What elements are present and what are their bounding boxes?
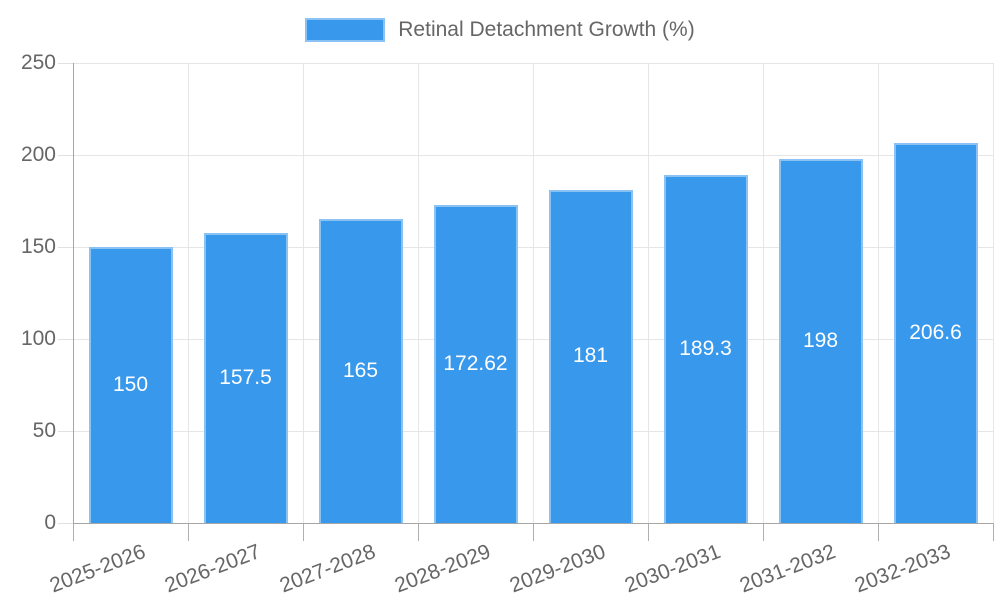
y-tick-label: 0 [44,511,56,534]
y-axis-tick [58,154,73,156]
x-axis-line [73,522,993,524]
y-axis-tick [58,522,73,524]
bar[interactable] [88,247,173,523]
y-axis-tick [58,246,73,248]
y-tick-label: 100 [20,327,56,350]
y-tick-label: 250 [20,51,56,74]
x-axis-tick [992,523,994,541]
grid-line-vertical [877,63,879,523]
x-tick-label: 2032-2033 [851,540,954,598]
grid-line-vertical [647,63,649,523]
grid-line-vertical [762,63,764,523]
x-tick-label: 2030-2031 [621,540,724,598]
bar[interactable] [433,205,518,523]
grid-line-vertical [187,63,189,523]
y-axis-tick [58,62,73,64]
x-axis-tick [532,523,534,541]
x-tick-label: 2025-2026 [46,540,149,598]
legend-swatch [305,18,386,42]
x-tick-label: 2031-2032 [736,540,839,598]
bar[interactable] [548,189,633,523]
y-axis-tick [58,430,73,432]
x-tick-label: 2028-2029 [391,540,494,598]
y-axis-tick [58,338,73,340]
x-axis-tick [417,523,419,541]
grid-line-vertical [532,63,534,523]
x-axis-tick [647,523,649,541]
grid-line-vertical [992,63,994,523]
y-tick-label: 150 [20,235,56,258]
grid-line-vertical [302,63,304,523]
y-tick-label: 50 [32,419,56,442]
x-tick-label: 2029-2030 [506,540,609,598]
x-tick-label: 2026-2027 [161,540,264,598]
bar[interactable] [203,233,288,523]
bar[interactable] [893,142,978,523]
chart-legend[interactable]: Retinal Detachment Growth (%) [0,14,1000,46]
bar[interactable] [318,219,403,523]
x-axis-tick [187,523,189,541]
x-tick-label: 2027-2028 [276,540,379,598]
y-axis-line [72,63,74,523]
grid-line-vertical [417,63,419,523]
x-axis-tick [302,523,304,541]
x-axis-tick [762,523,764,541]
bar[interactable] [778,158,863,523]
legend-label: Retinal Detachment Growth (%) [398,18,695,41]
x-axis-tick [72,523,74,541]
y-tick-label: 200 [20,143,56,166]
bar[interactable] [663,174,748,523]
x-axis-tick [877,523,879,541]
